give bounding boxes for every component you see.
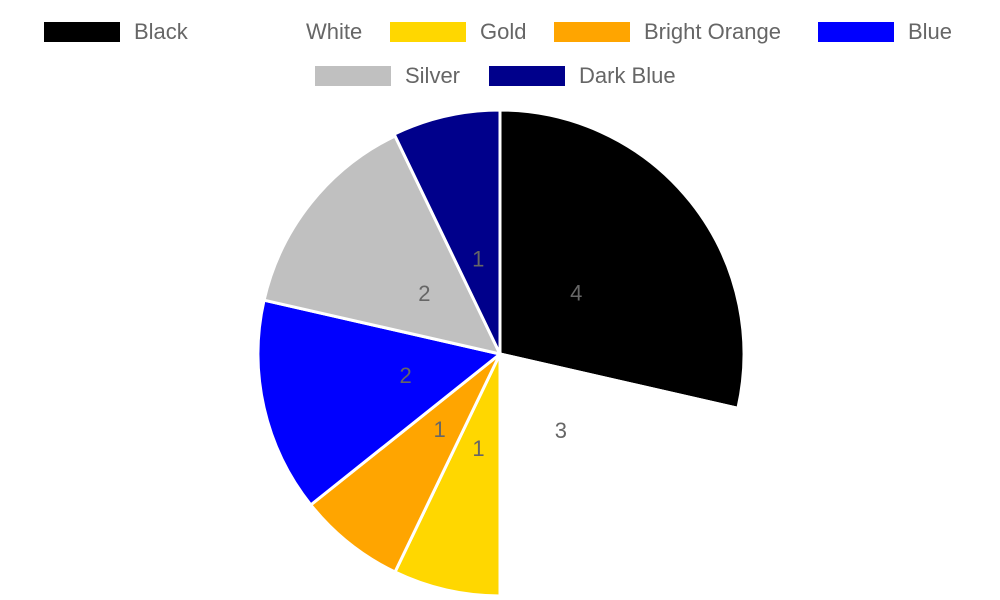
legend-label-black: Black [134,19,188,44]
pie-slice-labels: 4 3 1 1 2 2 1 [400,246,583,461]
pie-slice-dark-blue[interactable] [392,108,502,355]
legend-swatch-blue [818,22,894,42]
legend-item-dark-blue[interactable]: Dark Blue [489,63,676,88]
legend-label-white: White [306,19,363,44]
legend-swatch-silver [315,66,391,86]
data-label-gold: 1 [472,436,484,461]
pie-slice-white[interactable] [498,352,740,600]
pie-slice-bright-orange[interactable] [308,352,502,575]
data-label-dark-blue: 1 [472,246,484,271]
pie-slice-silver[interactable] [262,133,503,357]
legend-item-white[interactable]: White [216,19,363,44]
legend-swatch-black [44,22,120,42]
legend: Black White Gold Bright Orange Blue Silv… [0,0,1000,100]
data-label-white: 3 [555,418,567,443]
pie-slices [256,108,746,600]
legend-label-gold: Gold [480,19,527,44]
legend-label-bright-orange: Bright Orange [644,19,781,44]
pie-slice-black[interactable] [498,108,746,411]
legend-item-black[interactable]: Black [44,19,188,44]
legend-item-bright-orange[interactable]: Bright Orange [554,19,781,44]
pie-slice-blue[interactable] [256,298,504,507]
data-label-silver: 2 [418,281,430,306]
data-label-bright-orange: 1 [434,417,446,442]
data-label-black: 4 [570,281,582,306]
legend-item-gold[interactable]: Gold [390,19,527,44]
legend-label-silver: Silver [405,63,461,88]
legend-item-blue[interactable]: Blue [818,19,953,44]
legend-swatch-dark-blue [489,66,565,86]
data-label-blue: 2 [400,363,412,388]
legend-label-blue: Blue [908,19,953,44]
legend-swatch-bright-orange [554,22,630,42]
legend-swatch-white [216,22,292,42]
pie-slice-gold[interactable] [392,353,502,598]
legend-swatch-gold [390,22,466,42]
legend-label-dark-blue: Dark Blue [579,63,676,88]
legend-item-silver[interactable]: Silver [315,63,461,88]
